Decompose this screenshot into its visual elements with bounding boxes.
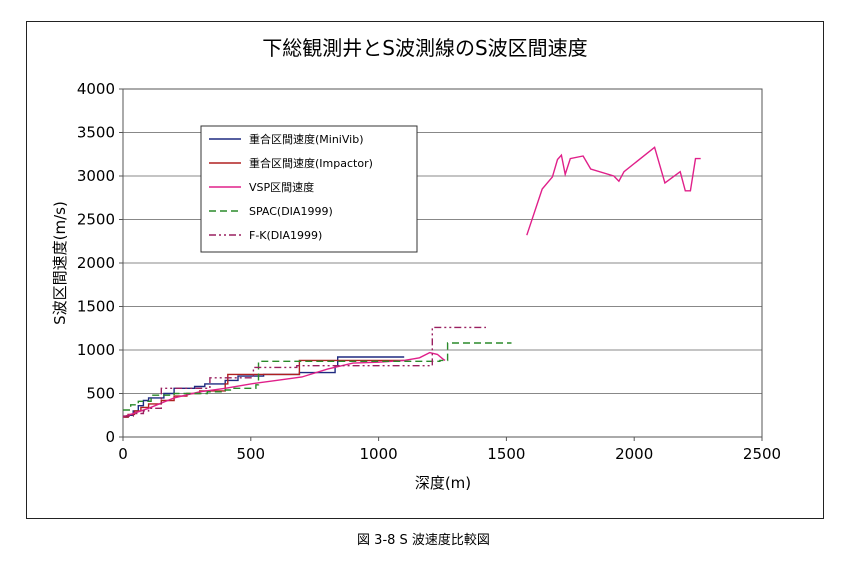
y-tick-label-5: 2500 <box>77 211 115 229</box>
legend-label-1: 重合区間速度(Impactor) <box>249 156 373 170</box>
y-axis-label: S波区間速度(m/s) <box>51 201 69 325</box>
y-tick-label-0: 0 <box>105 428 115 446</box>
series-line-3 <box>123 342 512 411</box>
x-tick-label-1: 500 <box>236 445 265 463</box>
x-tick-label-4: 2000 <box>615 445 653 463</box>
legend-label-2: VSP区間速度 <box>249 180 314 194</box>
legend-box <box>200 125 418 253</box>
x-tick-label-0: 0 <box>118 445 128 463</box>
y-tick-label-2: 1000 <box>77 341 115 359</box>
legend-label-4: F-K(DIA1999) <box>249 229 322 242</box>
series-line-4 <box>123 326 486 417</box>
series-line-0 <box>123 356 405 418</box>
series-line-2 <box>122 351 446 418</box>
legend: 重合区間速度(MiniVib) 重合区間速度(Impactor) VSP区間速度 SP… <box>200 125 418 253</box>
y-tick-label-6: 3000 <box>77 167 115 185</box>
series-line-2-deep <box>526 146 701 236</box>
y-tick-label-7: 3500 <box>77 124 115 142</box>
y-tick-label-1: 500 <box>86 385 115 403</box>
chart-frame: 下総観測井とS波測線のS波区間速度 0 500 1000 1500 2000 2500 30… <box>26 21 824 519</box>
chart-title: 下総観測井とS波測線のS波区間速度 <box>262 36 587 60</box>
legend-label-3: SPAC(DIA1999) <box>249 205 333 218</box>
x-axis-label: 深度(m) <box>415 474 471 492</box>
x-tick-label-2: 1000 <box>360 445 398 463</box>
y-tick-label-4: 2000 <box>77 254 115 272</box>
x-tick-label-3: 1500 <box>487 445 525 463</box>
legend-label-0: 重合区間速度(MiniVib) <box>249 132 363 146</box>
x-tick-label-5: 2500 <box>743 445 781 463</box>
chart: 下総観測井とS波測線のS波区間速度 0 500 1000 1500 2000 2500 30… <box>51 36 781 492</box>
figure-caption: 図 3-8 S 波速度比較図 <box>357 533 490 548</box>
y-tick-label-3: 1500 <box>77 298 115 316</box>
y-tick-label-8: 4000 <box>77 80 115 98</box>
series-line-1 <box>123 359 405 418</box>
